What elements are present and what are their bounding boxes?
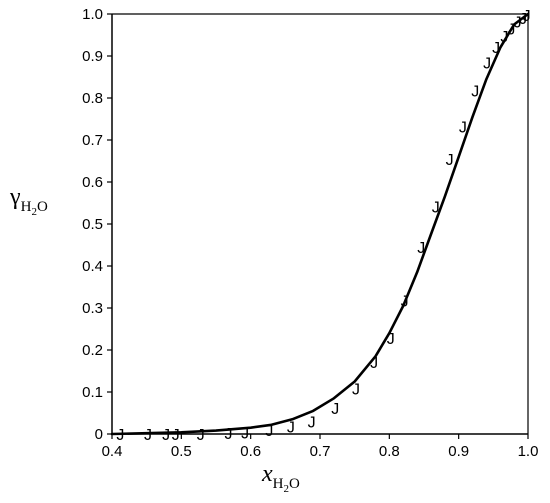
y-tick-label: 0.1	[82, 384, 103, 401]
x-tick-label: 0.6	[240, 443, 261, 460]
y-axis-title: γH2O	[9, 184, 48, 218]
x-axis-title-sub: H	[273, 476, 284, 492]
data-point-marker: J	[492, 40, 500, 57]
x-axis-title-tail: O	[289, 476, 300, 492]
x-axis-title: xH2O	[261, 461, 300, 495]
y-tick-label: 0.7	[82, 132, 103, 149]
y-tick-label: 0.5	[82, 216, 103, 233]
data-point-marker: J	[352, 382, 360, 399]
x-ticks: 0.4 0.5 0.6 0.7 0.8 0.9 1.0	[102, 434, 539, 460]
y-tick-label: 0.2	[82, 342, 103, 359]
y-tick-label: 0.6	[82, 174, 103, 191]
data-point-marker: J	[331, 401, 339, 418]
y-tick-label: 0	[95, 426, 103, 443]
data-point-marker: J	[432, 199, 440, 216]
data-point-marker: J	[116, 427, 124, 444]
y-axis-title-sub: H	[21, 199, 32, 215]
data-point-marker: J	[308, 414, 316, 431]
series-line	[110, 12, 530, 436]
x-tick-label: 0.9	[448, 443, 469, 460]
data-point-marker: J	[483, 55, 491, 72]
data-point-marker: J	[265, 423, 273, 440]
data-point-marker: J	[172, 427, 180, 444]
data-point-marker: J	[370, 355, 378, 372]
data-point-marker: J	[471, 83, 479, 100]
data-point-marker: J	[446, 152, 454, 169]
data-point-marker: J	[241, 426, 249, 443]
data-point-marker: J	[144, 427, 152, 444]
y-ticks: 0 0.1 0.2 0.3 0.4 0.5 0.6 0.7 0.8 0.9 1.0	[82, 6, 112, 443]
data-point-marker: J	[197, 427, 205, 444]
x-tick-label: 1.0	[518, 443, 539, 460]
x-tick-label: 0.7	[310, 443, 331, 460]
data-point-marker: J	[523, 8, 531, 25]
y-axis-title-subsub: 2	[31, 206, 37, 218]
data-point-marker: J	[387, 331, 395, 348]
x-tick-label: 0.5	[171, 443, 192, 460]
y-tick-label: 1.0	[82, 6, 103, 23]
x-axis-title-main: x	[261, 461, 273, 487]
data-point-marker: J	[514, 15, 522, 32]
data-point-marker: J	[500, 29, 508, 46]
x-tick-label: 0.4	[102, 443, 123, 460]
y-axis-title-tail: O	[37, 199, 48, 215]
data-point-marker: J	[162, 427, 170, 444]
y-tick-label: 0.8	[82, 90, 103, 107]
y-tick-label: 0.9	[82, 48, 103, 65]
plot-area	[111, 13, 529, 435]
y-tick-label: 0.4	[82, 258, 103, 275]
data-point-marker: J	[519, 11, 527, 28]
data-point-marker: J	[459, 120, 467, 137]
data-point-marker: J	[417, 240, 425, 257]
y-axis-title-main: γ	[9, 184, 21, 210]
y-tick-label: 0.3	[82, 300, 103, 317]
data-point-marker: J	[507, 22, 515, 39]
x-axis-title-subsub: 2	[284, 483, 290, 495]
data-point-marker: J	[287, 419, 295, 436]
data-point-marker: J	[401, 293, 409, 310]
x-tick-label: 0.8	[379, 443, 400, 460]
data-point-marker: J	[224, 426, 232, 443]
